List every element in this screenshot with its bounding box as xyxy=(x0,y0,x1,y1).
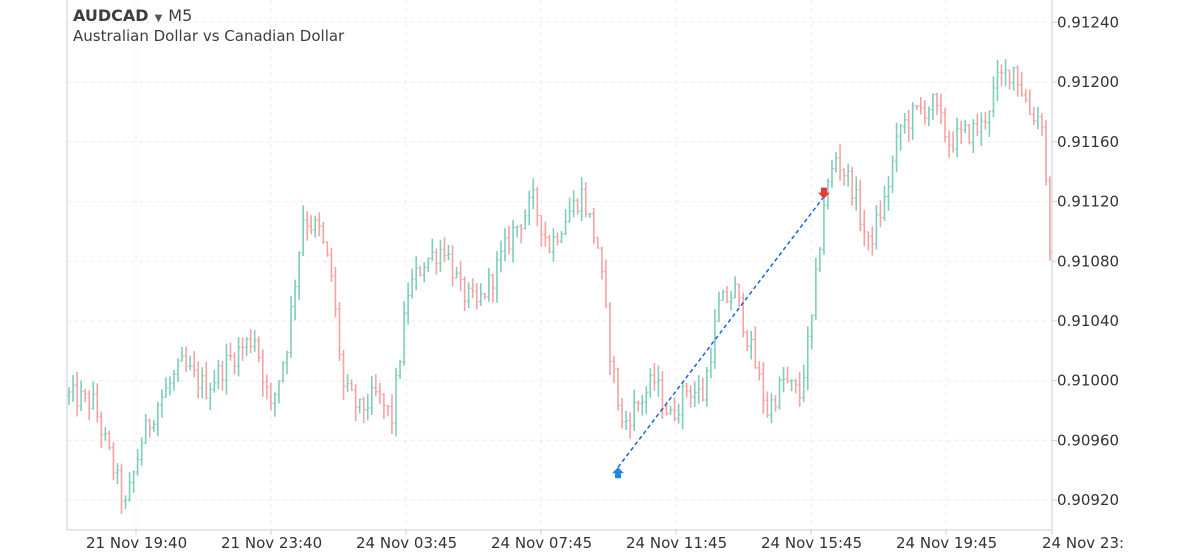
symbol-label[interactable]: AUDCAD xyxy=(73,6,149,25)
y-tick-label: 0.91200 xyxy=(1057,73,1119,91)
y-tick-label: 0.90960 xyxy=(1057,431,1119,449)
buy-arrow-icon[interactable] xyxy=(612,467,625,479)
y-tick-label: 0.91000 xyxy=(1057,372,1119,390)
y-tick-label: 0.90920 xyxy=(1057,491,1119,509)
x-tick-label: 24 Nov 03:45 xyxy=(356,534,457,552)
x-tick-label: 24 Nov 19:45 xyxy=(896,534,997,552)
candles xyxy=(67,58,1052,515)
trade-line[interactable] xyxy=(617,196,825,468)
x-tick-label: 24 Nov 15:45 xyxy=(761,534,862,552)
timeframe-label[interactable]: M5 xyxy=(168,6,193,25)
chart-header: AUDCAD ▼ M5 Australian Dollar vs Canadia… xyxy=(73,6,344,45)
x-tick-label: 21 Nov 19:40 xyxy=(86,534,187,552)
y-tick-label: 0.91120 xyxy=(1057,193,1119,211)
y-tick-label: 0.91240 xyxy=(1057,13,1119,31)
x-tick-label: 21 Nov 23:40 xyxy=(221,534,322,552)
x-tick-label: 24 Nov 23: xyxy=(1042,534,1124,552)
y-tick-label: 0.91040 xyxy=(1057,312,1119,330)
y-tick-label: 0.91080 xyxy=(1057,252,1119,270)
y-tick-label: 0.91160 xyxy=(1057,133,1119,151)
sell-arrow-icon[interactable] xyxy=(817,187,830,199)
x-tick-label: 24 Nov 11:45 xyxy=(626,534,727,552)
x-tick-label: 24 Nov 07:45 xyxy=(491,534,592,552)
symbol-dropdown-icon[interactable]: ▼ xyxy=(154,13,163,24)
symbol-description: Australian Dollar vs Canadian Dollar xyxy=(73,27,345,45)
grid xyxy=(67,0,1053,530)
